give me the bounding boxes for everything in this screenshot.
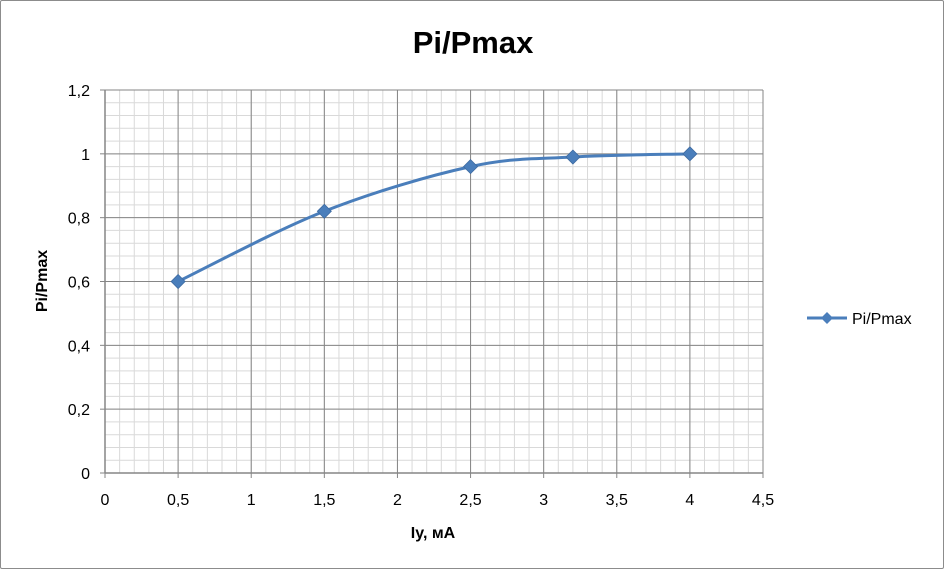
y-axis-title: Pi/Pmax (34, 250, 51, 312)
plot-grid (104, 89, 764, 474)
x-tick-label: 2 (393, 492, 402, 509)
tick-labels: 0 0,5 1 1,5 2 2,5 3 3,5 4 4,5 0 0,2 0,4 0,6 0,8 1 1,2 (68, 83, 774, 509)
y-tick-label: 1,2 (68, 83, 90, 100)
legend-diamond-icon (821, 312, 833, 324)
x-tick-label: 3,5 (606, 492, 628, 509)
data-point-marker (682, 146, 698, 162)
y-tick-label: 0,6 (68, 275, 90, 292)
y-tick-label: 0 (81, 466, 90, 483)
chart-title: Pi/Pmax (413, 25, 534, 60)
y-tick-label: 0,2 (68, 402, 90, 419)
data-point-marker (316, 203, 332, 219)
series-line (177, 152, 690, 283)
x-tick-label: 0,5 (167, 492, 189, 509)
x-tick-label: 1,5 (313, 492, 335, 509)
y-tick-label: 1 (81, 147, 90, 164)
x-tick-label: 0 (101, 492, 110, 509)
x-tick-label: 3 (539, 492, 548, 509)
x-tick-label: 4,5 (752, 492, 774, 509)
x-tick-label: 4 (685, 492, 694, 509)
x-tick-label: 1 (247, 492, 256, 509)
data-point-marker (170, 273, 186, 290)
y-tick-label: 0,8 (68, 211, 90, 228)
axes (100, 89, 764, 478)
series-layer (170, 146, 698, 290)
legend-label: Pi/Pmax (852, 311, 912, 328)
x-tick-label: 2,5 (459, 492, 481, 509)
data-point-marker (462, 159, 479, 175)
y-tick-label: 0,4 (68, 338, 90, 355)
data-point-marker (565, 149, 581, 165)
x-axis-title: Iy, мА (411, 525, 456, 542)
legend: Pi/Pmax (807, 311, 912, 328)
